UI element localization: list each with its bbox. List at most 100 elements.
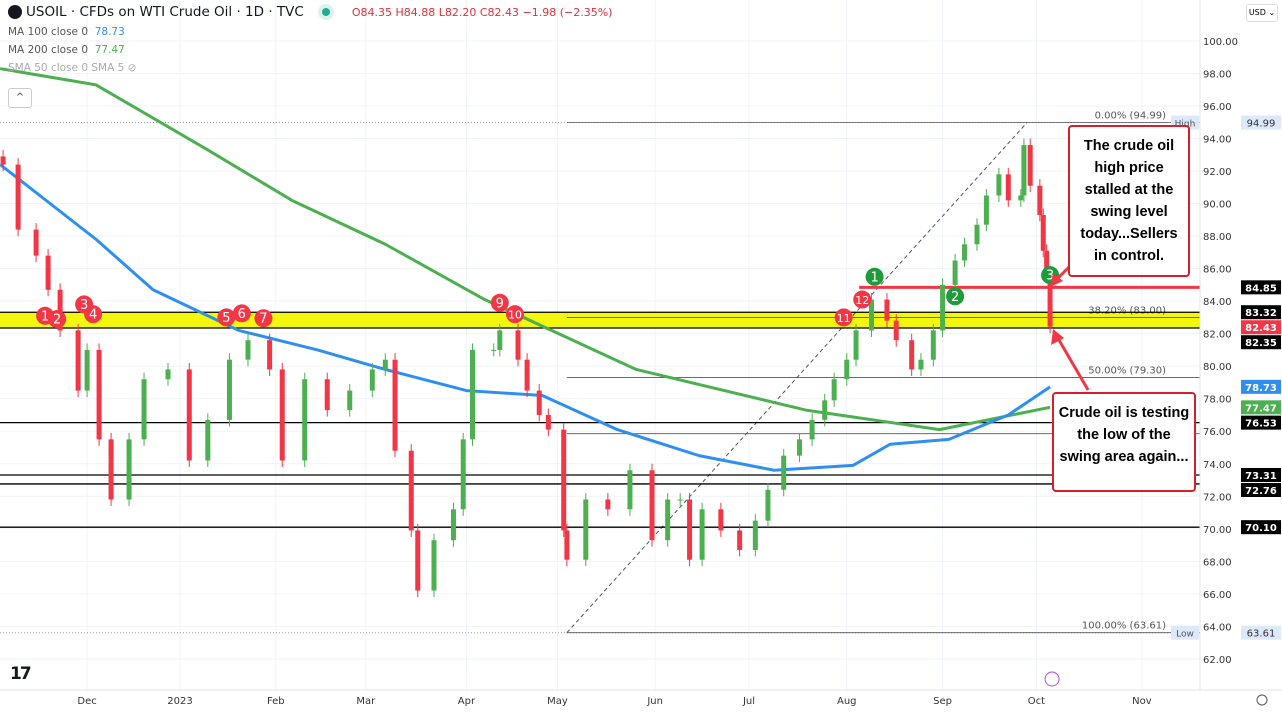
marker-circle	[853, 290, 872, 309]
price-axis-tag-label: 70.10	[1245, 523, 1277, 534]
candle	[737, 530, 743, 550]
candle	[75, 330, 81, 391]
currency-selector[interactable]: USD ⌄	[1246, 4, 1278, 22]
candle	[781, 455, 787, 490]
time-tick-label: Apr	[458, 696, 476, 707]
indicator-ma200[interactable]: MA 200 close 0 77.47	[8, 44, 612, 56]
candle	[515, 330, 521, 360]
indicator-label: SMA 50 close 0 SMA 5	[8, 62, 125, 74]
candle	[561, 429, 567, 531]
marker-circle	[84, 305, 103, 324]
price-axis-tag-label: 83.32	[1245, 308, 1277, 319]
time-tick-label: Nov	[1132, 696, 1152, 707]
candle	[583, 499, 589, 560]
indicator-sma50[interactable]: SMA 50 close 0 SMA 5 ⊘	[8, 62, 612, 74]
candle	[33, 229, 39, 256]
candle	[1037, 185, 1043, 215]
ma100-line	[0, 163, 1051, 472]
annotation-top: The crude oil high price stalled at the …	[1068, 125, 1190, 277]
marker-label: 1	[41, 309, 49, 324]
candle	[868, 299, 874, 331]
candle	[1040, 214, 1046, 251]
time-tick-label: Sep	[933, 696, 952, 707]
price-tick-label: 74.00	[1203, 460, 1232, 471]
price-axis-tag	[1241, 305, 1281, 320]
price-tick-label: 76.00	[1203, 427, 1232, 438]
candle	[108, 439, 114, 500]
collapse-legend-button[interactable]: ^	[8, 88, 32, 108]
candle	[822, 400, 828, 420]
price-axis-tag	[1241, 400, 1281, 415]
time-tick-label: Jun	[646, 696, 663, 707]
candle	[186, 369, 192, 461]
price-axis-tag	[1241, 115, 1281, 130]
fib-trend-line	[566, 122, 1028, 634]
candle	[245, 340, 251, 360]
settings-icon[interactable]	[1256, 694, 1268, 706]
marker-label: 6	[238, 307, 246, 322]
marker-label: 1	[870, 270, 878, 285]
hidden-eye-icon[interactable]: ⊘	[127, 62, 137, 74]
marker-label: 12	[855, 294, 869, 307]
marker-label: 2	[53, 313, 61, 328]
candle	[940, 284, 946, 331]
candle	[1047, 271, 1053, 327]
candle	[677, 499, 683, 501]
price-tick-label: 90.00	[1203, 200, 1232, 211]
candle	[324, 379, 330, 411]
candle	[974, 224, 980, 245]
price-tick-label: 88.00	[1203, 232, 1232, 243]
indicator-ma100[interactable]: MA 100 close 0 78.73	[8, 26, 612, 38]
candle	[844, 359, 850, 380]
candle	[1044, 250, 1050, 272]
candle	[205, 419, 211, 461]
candle	[699, 509, 705, 560]
price-axis-tag-label: 73.31	[1245, 471, 1277, 482]
candle	[687, 499, 693, 560]
lightning-event-icon[interactable]	[1044, 671, 1060, 687]
symbol-title-row[interactable]: USOIL · CFDs on WTI Crude Oil · 1D · TVC…	[8, 4, 612, 20]
marker-circle	[946, 287, 965, 306]
candle	[564, 530, 570, 560]
price-axis-tag-label: 82.43	[1245, 323, 1277, 334]
candle	[431, 540, 437, 591]
candle	[470, 349, 476, 440]
tradingview-logo[interactable]: 17	[10, 664, 32, 684]
time-tick-label: Feb	[267, 696, 285, 707]
candle	[952, 260, 958, 285]
candle	[382, 359, 388, 370]
candle	[918, 359, 924, 370]
fib-level-label: 100.00% (63.61)	[1082, 621, 1166, 632]
candle	[930, 330, 936, 360]
price-axis-tag	[1241, 625, 1281, 640]
candle	[893, 320, 899, 341]
candle	[796, 439, 802, 456]
marker-circle	[48, 310, 67, 329]
candle	[369, 369, 375, 391]
price-tick-label: 68.00	[1203, 557, 1232, 568]
ohlc-values: O84.35 H84.88 L82.20 C82.43 −1.98 (−2.35…	[351, 5, 613, 19]
price-axis-tag-label: 72.76	[1245, 486, 1277, 497]
price-axis-tag-label: 84.85	[1245, 283, 1277, 294]
time-tick-label: Jul	[742, 696, 755, 707]
candle	[983, 195, 989, 225]
candle	[415, 530, 421, 591]
price-axis-tag	[1241, 467, 1281, 482]
marker-label: 4	[89, 308, 97, 323]
candle	[57, 289, 63, 331]
price-tick-label: 84.00	[1203, 297, 1232, 308]
price-axis-tag	[1241, 482, 1281, 497]
price-axis-tag-label: 63.61	[1247, 629, 1276, 640]
candle	[126, 439, 132, 500]
price-tag-badge-label: High	[1175, 119, 1196, 129]
ma200-line	[0, 67, 1051, 432]
candle	[45, 255, 51, 290]
price-tick-label: 98.00	[1203, 70, 1232, 81]
time-tick-label: Dec	[77, 696, 96, 707]
candle	[1005, 174, 1011, 201]
candle	[408, 450, 414, 531]
candle	[347, 390, 353, 411]
price-axis-tag-label: 82.35	[1245, 338, 1277, 349]
price-tick-label: 64.00	[1203, 622, 1232, 633]
